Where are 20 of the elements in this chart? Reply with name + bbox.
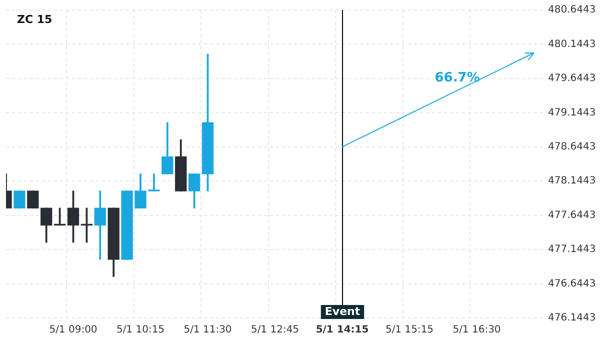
y-tick-label: 476.1443	[548, 312, 596, 324]
y-tick-label: 480.1443	[548, 38, 596, 50]
y-tick-label: 480.6443	[548, 4, 596, 16]
x-tick-label: 5/1 14:15	[316, 324, 369, 336]
x-tick-label: 5/1 15:15	[385, 324, 434, 336]
ref-line-label: Event	[324, 304, 360, 318]
x-tick-label: 5/1 11:30	[184, 324, 232, 336]
x-tick-label: 5/1 16:30	[452, 324, 501, 336]
y-tick-label: 479.6443	[548, 73, 596, 84]
x-tick-label: 5/1 10:15	[116, 324, 165, 336]
chart-title: ZC 15	[17, 12, 52, 26]
annotation: 66.7%	[434, 70, 480, 86]
y-tick-label: 478.1443	[548, 176, 596, 187]
x-tick-label: 5/1 12:45	[250, 324, 300, 336]
y-tick-label: 477.6443	[548, 210, 596, 221]
y-tick-label: 476.6443	[548, 278, 596, 290]
x-tick-label: 5/1 09:00	[49, 324, 98, 336]
y-tick-label: 479.1443	[548, 107, 596, 118]
y-tick-label: 477.1443	[548, 244, 596, 256]
y-tick-label: 478.6443	[548, 141, 596, 152]
